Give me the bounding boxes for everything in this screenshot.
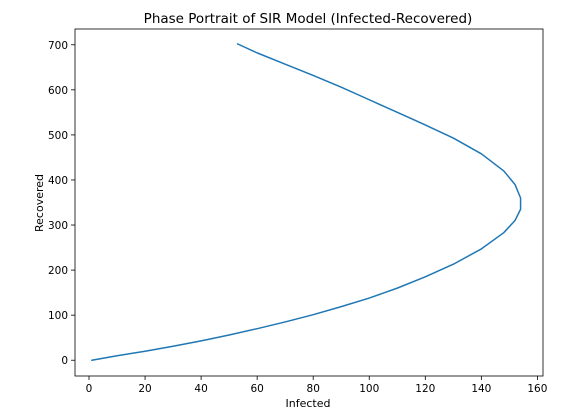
x-axis-label: Infected [286,397,331,410]
y-axis: 0 100 200 300 400 500 600 700 [48,40,75,367]
x-tick-label: 60 [250,383,263,395]
x-tick-label: 100 [359,383,379,395]
y-tick-label: 700 [48,40,68,52]
x-axis: 0 20 40 60 80 100 120 140 160 [86,376,547,395]
x-tick-label: 20 [138,383,151,395]
x-tick-label: 140 [471,383,491,395]
y-tick-label: 600 [48,85,68,97]
y-tick-label: 200 [48,265,68,277]
x-tick-label: 160 [527,383,547,395]
y-tick-label: 100 [48,310,68,322]
y-axis-label: Recovered [33,174,46,232]
y-tick-label: 400 [48,175,68,187]
y-tick-label: 0 [61,355,68,367]
x-tick-label: 40 [194,383,207,395]
x-tick-label: 80 [307,383,320,395]
series-layer [91,43,522,361]
chart-title: Phase Portrait of SIR Model (Infected-Re… [144,11,473,27]
plot-area [74,28,544,377]
x-tick-label: 120 [415,383,435,395]
series-line [91,43,522,361]
x-tick-label: 0 [86,383,93,395]
y-tick-label: 500 [48,130,68,142]
y-tick-label: 300 [48,220,68,232]
